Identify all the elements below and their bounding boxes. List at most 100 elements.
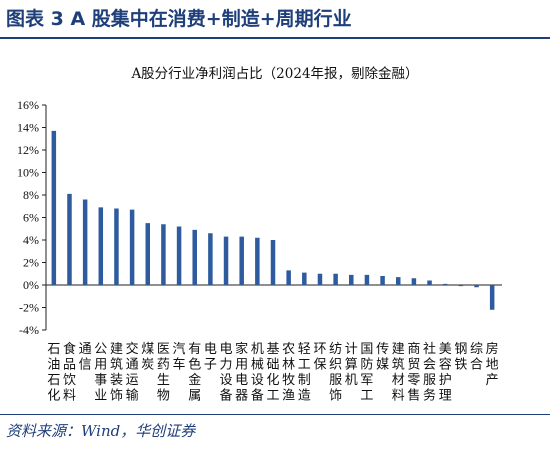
category-label: 护 xyxy=(439,373,452,388)
footer-divider xyxy=(0,414,550,415)
y-tick-label: 2% xyxy=(23,256,39,270)
category-label: 工 xyxy=(266,389,279,404)
category-label: 家 xyxy=(235,341,248,357)
category-label: 筑 xyxy=(392,357,405,373)
category-label: 电 xyxy=(220,342,233,357)
category-label: 汽 xyxy=(173,342,186,357)
category-label: 装 xyxy=(110,373,123,388)
category-label: 服 xyxy=(329,373,342,388)
category-label: 车 xyxy=(173,357,186,373)
category-label: 美 xyxy=(439,342,452,357)
category-label: 药 xyxy=(157,358,170,373)
category-label: 业 xyxy=(94,389,107,404)
y-tick-label: 4% xyxy=(23,233,39,247)
category-label: 电 xyxy=(204,342,217,357)
y-tick-label: -2% xyxy=(19,301,39,315)
category-label: 金 xyxy=(188,372,201,388)
category-label: 子 xyxy=(204,358,217,373)
category-label: 石 xyxy=(47,373,60,388)
category-label: 钢 xyxy=(454,342,467,357)
category-label: 合 xyxy=(470,358,483,373)
category-label: 材 xyxy=(392,373,405,388)
category-label: 煤 xyxy=(141,342,154,357)
category-label: 备 xyxy=(220,388,233,404)
category-label: 会 xyxy=(423,358,436,373)
y-tick-label: 14% xyxy=(17,121,39,135)
y-tick-label: 12% xyxy=(17,143,39,157)
category-label: 贸 xyxy=(407,358,420,373)
bar-11 xyxy=(208,233,213,285)
category-label: 筑 xyxy=(110,357,123,373)
bar-chart: -4%-2%0%2%4%6%8%10%12%14%16%石油石化食品饮料通信公用… xyxy=(17,98,502,404)
category-label: 军 xyxy=(360,373,373,388)
category-label: 保 xyxy=(313,358,326,373)
category-label: 商 xyxy=(407,342,420,357)
category-label: 社 xyxy=(423,341,436,357)
category-label: 算 xyxy=(345,358,358,373)
category-label: 理 xyxy=(439,389,452,404)
y-tick-label: 8% xyxy=(23,188,39,202)
category-label: 食 xyxy=(63,341,76,357)
category-label: 器 xyxy=(235,389,248,404)
y-tick-label: 10% xyxy=(17,166,39,180)
figure-header: 图表 3 A 股集中在消费+制造+周期行业 xyxy=(6,8,352,30)
bar-19 xyxy=(333,273,338,285)
category-label: 通 xyxy=(126,358,139,373)
bar-17 xyxy=(302,272,307,285)
category-label: 农 xyxy=(282,342,295,357)
y-tick-label: -4% xyxy=(19,323,39,337)
category-label: 运 xyxy=(126,373,139,388)
category-label: 生 xyxy=(157,373,170,388)
bar-14 xyxy=(255,237,260,285)
category-label: 务 xyxy=(423,388,436,404)
y-tick-label: 16% xyxy=(17,98,39,112)
category-label: 综 xyxy=(470,342,483,357)
category-label: 机 xyxy=(345,373,358,388)
category-label: 炭 xyxy=(141,358,154,373)
bar-8 xyxy=(161,224,166,285)
category-label: 设 xyxy=(220,373,233,388)
category-label: 防 xyxy=(360,357,373,373)
chart-title: A股分行业净利润占比（2024年报，剔除金融） xyxy=(131,66,419,82)
bar-13 xyxy=(239,236,244,285)
category-label: 电 xyxy=(235,373,248,388)
bar-12 xyxy=(223,236,229,285)
category-label: 牧 xyxy=(282,373,295,388)
category-label: 饰 xyxy=(329,389,342,404)
bar-27 xyxy=(458,285,464,287)
category-label: 备 xyxy=(251,388,264,404)
category-label: 械 xyxy=(251,358,264,373)
category-label: 织 xyxy=(329,358,342,373)
category-label: 媒 xyxy=(376,358,389,373)
bar-1 xyxy=(51,130,57,285)
category-label: 渔 xyxy=(282,389,295,404)
category-label: 用 xyxy=(94,358,107,373)
bar-5 xyxy=(114,208,119,285)
category-label: 基 xyxy=(266,342,279,357)
category-label: 色 xyxy=(188,357,201,373)
category-label: 公 xyxy=(94,342,107,357)
bar-29 xyxy=(489,285,495,310)
category-label: 零 xyxy=(407,373,420,388)
category-label: 地 xyxy=(486,358,499,373)
bar-4 xyxy=(98,207,104,285)
category-label: 饰 xyxy=(110,389,123,404)
category-label: 工 xyxy=(360,389,373,404)
category-label: 医 xyxy=(157,342,170,357)
category-label: 产 xyxy=(486,373,499,388)
category-label: 环 xyxy=(313,342,326,357)
category-label: 传 xyxy=(376,342,389,357)
category-label: 交 xyxy=(126,341,139,357)
category-label: 物 xyxy=(157,389,170,404)
category-label: 工 xyxy=(298,358,311,373)
category-label: 础 xyxy=(266,358,279,373)
category-label: 事 xyxy=(94,373,107,388)
category-label: 料 xyxy=(392,389,405,404)
category-label: 铁 xyxy=(454,358,467,373)
bar-23 xyxy=(395,277,401,285)
category-label: 用 xyxy=(235,358,248,373)
category-label: 输 xyxy=(126,388,139,404)
bar-7 xyxy=(145,223,151,285)
bar-2 xyxy=(67,193,72,285)
category-label: 饮 xyxy=(63,373,76,388)
